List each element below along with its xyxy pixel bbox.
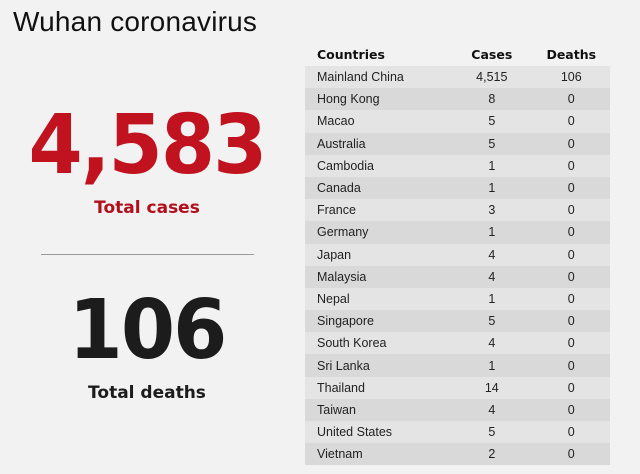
table-row: Malaysia 4 0 bbox=[305, 265, 610, 288]
deaths-cell: 0 bbox=[532, 154, 610, 177]
country-cell: Macao bbox=[305, 110, 452, 133]
table-row: United States 5 0 bbox=[305, 421, 610, 444]
cases-cell: 4 bbox=[451, 332, 533, 355]
table-row: Vietnam 2 0 bbox=[305, 443, 610, 466]
total-deaths-stat: 106 Total deaths bbox=[20, 281, 274, 403]
cases-cell: 1 bbox=[451, 287, 533, 311]
cases-cell: 4 bbox=[451, 398, 533, 421]
deaths-cell: 0 bbox=[532, 132, 610, 155]
deaths-cell: 0 bbox=[532, 110, 610, 133]
deaths-cell: 0 bbox=[532, 398, 610, 421]
cases-cell: 5 bbox=[451, 421, 533, 444]
country-cell: Taiwan bbox=[305, 398, 452, 421]
deaths-cell: 0 bbox=[532, 199, 610, 222]
table-row: Taiwan 4 0 bbox=[305, 398, 610, 421]
header-countries: Countries bbox=[317, 46, 385, 62]
cases-cell: 1 bbox=[451, 221, 533, 244]
country-cell: Hong Kong bbox=[305, 88, 452, 111]
country-cell: Sri Lanka bbox=[305, 354, 452, 377]
country-cell: Vietnam bbox=[305, 443, 452, 466]
table-row: Cambodia 1 0 bbox=[305, 154, 610, 177]
cases-cell: 8 bbox=[451, 88, 533, 111]
total-deaths-number: 106 bbox=[68, 283, 228, 378]
cases-cell: 4 bbox=[451, 243, 533, 266]
country-cell: Nepal bbox=[305, 287, 452, 311]
table-row: Canada 1 0 bbox=[305, 176, 610, 200]
deaths-cell: 0 bbox=[532, 354, 610, 377]
table-row: Thailand 14 0 bbox=[305, 376, 610, 399]
table-row: Macao 5 0 bbox=[305, 110, 610, 133]
total-deaths-label: Total deaths bbox=[88, 383, 206, 403]
cases-cell: 4,515 bbox=[451, 66, 533, 89]
deaths-cell: 0 bbox=[532, 376, 610, 399]
deaths-cell: 0 bbox=[532, 310, 610, 333]
deaths-cell: 0 bbox=[532, 421, 610, 444]
cases-cell: 4 bbox=[451, 265, 533, 288]
header-deaths: Deaths bbox=[546, 46, 597, 62]
table-body: Mainland China 4,515 106 Hong Kong 8 0 Macao 5 0… bbox=[305, 66, 610, 466]
country-cell: Germany bbox=[305, 221, 452, 244]
cases-cell: 1 bbox=[451, 354, 533, 377]
countries-table: Countries Cases Deaths Mainland China 4,5… bbox=[305, 42, 610, 466]
deaths-cell: 0 bbox=[532, 176, 610, 200]
table-row: Japan 4 0 bbox=[305, 243, 610, 266]
table-row: Sri Lanka 1 0 bbox=[305, 354, 610, 377]
divider bbox=[41, 254, 254, 255]
deaths-cell: 0 bbox=[532, 221, 610, 244]
country-cell: Cambodia bbox=[305, 154, 452, 177]
table-row: Australia 5 0 bbox=[305, 132, 610, 155]
table-row: South Korea 4 0 bbox=[305, 332, 610, 355]
country-cell: Canada bbox=[305, 176, 452, 200]
table-header-row: Countries Cases Deaths bbox=[305, 42, 610, 66]
country-cell: Singapore bbox=[305, 310, 452, 333]
deaths-cell: 0 bbox=[532, 265, 610, 288]
cases-cell: 5 bbox=[451, 310, 533, 333]
table-row: Singapore 5 0 bbox=[305, 310, 610, 333]
country-cell: Thailand bbox=[305, 376, 452, 399]
total-cases-number: 4,583 bbox=[28, 98, 268, 193]
country-cell: France bbox=[305, 199, 452, 222]
country-cell: Australia bbox=[305, 132, 452, 155]
table-row: Nepal 1 0 bbox=[305, 287, 610, 311]
cases-cell: 1 bbox=[451, 176, 533, 200]
deaths-cell: 0 bbox=[532, 88, 610, 111]
total-cases-label: Total cases bbox=[94, 198, 200, 218]
table-row: Germany 1 0 bbox=[305, 221, 610, 244]
cases-cell: 1 bbox=[451, 154, 533, 177]
table-row: Hong Kong 8 0 bbox=[305, 88, 610, 111]
deaths-cell: 0 bbox=[532, 243, 610, 266]
cases-cell: 2 bbox=[451, 443, 533, 466]
deaths-cell: 0 bbox=[532, 443, 610, 466]
deaths-cell: 106 bbox=[532, 66, 610, 89]
total-cases-stat: 4,583 Total cases bbox=[20, 96, 274, 218]
cases-cell: 3 bbox=[451, 199, 533, 222]
deaths-cell: 0 bbox=[532, 287, 610, 311]
country-cell: Japan bbox=[305, 243, 452, 266]
deaths-cell: 0 bbox=[532, 332, 610, 355]
country-cell: South Korea bbox=[305, 332, 452, 355]
country-cell: Mainland China bbox=[305, 66, 452, 89]
table-row: Mainland China 4,515 106 bbox=[305, 66, 610, 89]
country-cell: United States bbox=[305, 421, 452, 444]
table-row: France 3 0 bbox=[305, 199, 610, 222]
header-cases: Cases bbox=[471, 46, 513, 62]
cases-cell: 5 bbox=[451, 132, 533, 155]
page-title: Wuhan coronavirus bbox=[13, 6, 258, 37]
cases-cell: 14 bbox=[451, 376, 533, 399]
country-cell: Malaysia bbox=[305, 265, 452, 288]
cases-cell: 5 bbox=[451, 110, 533, 133]
